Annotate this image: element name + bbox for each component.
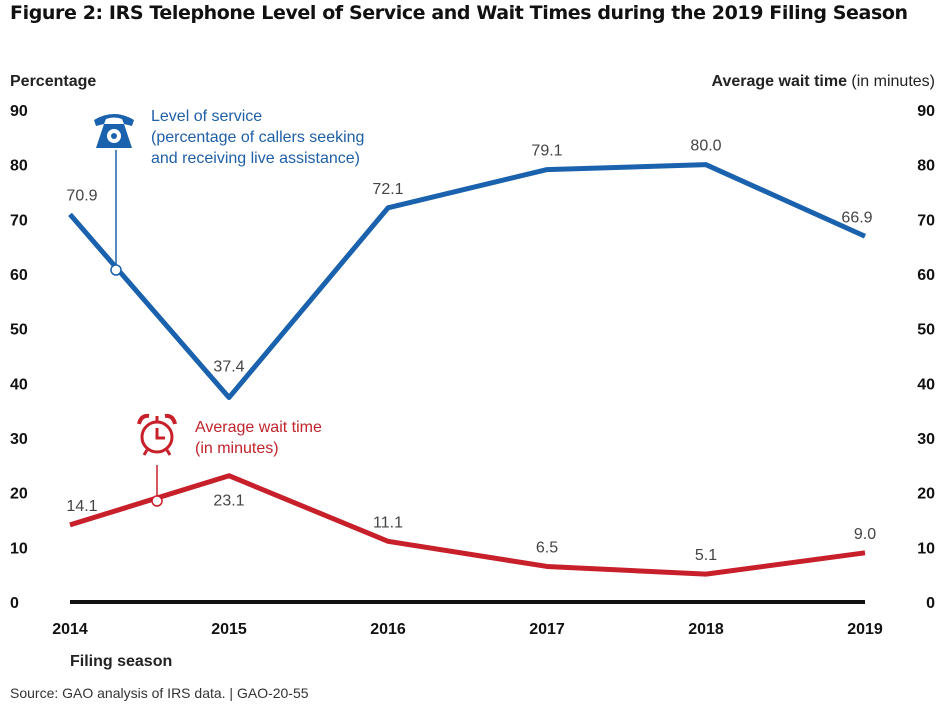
x-axis-title: Filing season [70,653,172,670]
x-tick-label: 2017 [529,621,565,638]
y-tick-left: 90 [10,103,28,120]
data-label: 11.1 [373,514,403,531]
alarm-clock-icon [137,413,177,456]
series-line-wait-time [69,473,866,577]
x-ticks: 2014 2015 2016 2017 2018 2019 [52,621,883,638]
left-axis-title: Percentage [10,73,96,90]
data-label: 70.9 [66,187,97,204]
data-label: 66.9 [841,209,872,226]
x-tick-label: 2015 [211,621,247,638]
telephone-icon [94,114,134,148]
data-label: 23.1 [213,493,244,510]
y-tick-right: 70 [917,212,935,229]
y-tick-right: 50 [917,322,935,339]
data-label: 80.0 [690,138,721,155]
source-note: Source: GAO analysis of IRS data. | GAO-… [10,685,309,701]
y-tick-left: 10 [10,540,28,557]
y-tick-left: 30 [10,431,28,448]
data-label: 9.0 [854,526,876,543]
x-tick-label: 2014 [52,621,88,638]
y-tick-left: 40 [10,376,28,393]
y-tick-left: 70 [10,212,28,229]
y-tick-right: 80 [917,158,935,175]
data-label: 72.1 [372,181,403,198]
x-tick-label: 2019 [847,621,883,638]
y-tick-left: 50 [10,322,28,339]
wait-callout-marker [151,495,163,507]
y-tick-left: 20 [10,486,28,503]
right-axis-title: Average wait time (in minutes) [712,73,936,90]
y-tick-right: 60 [917,267,935,284]
y-tick-left: 60 [10,267,28,284]
y-tick-left: 80 [10,158,28,175]
x-tick-label: 2018 [688,621,724,638]
y-tick-right: 30 [917,431,935,448]
y-tick-right: 40 [917,376,935,393]
chart-title: Figure 2: IRS Telephone Level of Service… [10,2,908,24]
y-tick-right: 0 [926,595,935,612]
right-y-ticks: 0 10 20 30 40 50 60 70 80 90 [917,103,935,612]
left-y-ticks: 0 10 20 30 40 50 60 70 80 90 [10,103,28,612]
y-tick-right: 20 [917,486,935,503]
y-tick-left: 0 [10,595,19,612]
data-label: 37.4 [213,359,244,376]
y-tick-right: 10 [917,540,935,557]
service-callout-marker [110,264,122,276]
y-tick-right: 90 [917,103,935,120]
series-line-level-of-service [68,162,867,401]
data-label: 5.1 [695,547,717,564]
data-label: 6.5 [536,539,558,556]
x-tick-label: 2016 [370,621,406,638]
data-label: 79.1 [531,143,562,160]
service-annotation: Level of service (percentage of callers … [151,108,369,167]
wait-annotation: Average wait time (in minutes) [195,419,326,457]
series-group: 70.9 37.4 72.1 79.1 80.0 66.9 14.1 23.1 11.1 6.5 5… [66,138,876,577]
data-label: 14.1 [66,498,97,515]
